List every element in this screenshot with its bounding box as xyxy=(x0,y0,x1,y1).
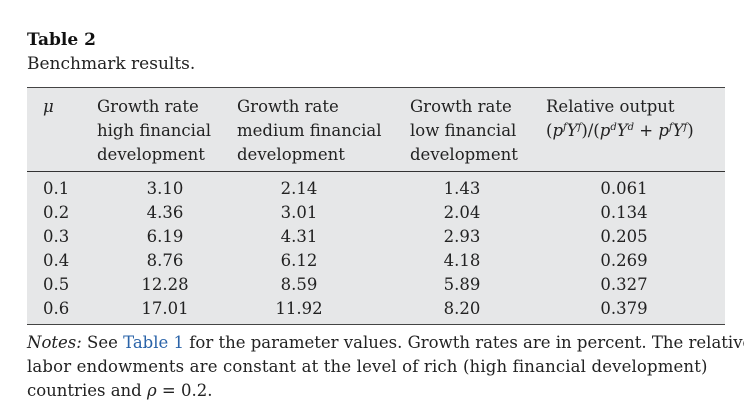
header-high-growth: Growth rate high financial development xyxy=(97,95,211,167)
header-low-growth: Growth rate low financial development xyxy=(410,95,518,167)
header-medium-growth: Growth rate medium financial development xyxy=(237,95,382,167)
table-cell: 2.14 xyxy=(280,179,318,198)
notes-text: countries and xyxy=(27,381,147,400)
table-cell: 17.01 xyxy=(141,299,189,318)
relative-output-formula: (pfYf)/(pdYd + pfYf) xyxy=(546,121,694,140)
notes-text: = 0.2. xyxy=(156,381,213,400)
table-cell: 0.6 xyxy=(43,299,70,318)
table-cell: 0.327 xyxy=(600,275,648,294)
table-cell: 12.28 xyxy=(141,275,189,294)
header-divider xyxy=(27,171,725,172)
table-cell: 0.379 xyxy=(600,299,648,318)
table-cell: 4.18 xyxy=(443,251,481,270)
header-line: Growth rate xyxy=(97,97,199,116)
table-1-link[interactable]: Table 1 xyxy=(123,333,185,352)
table-cell: 6.12 xyxy=(280,251,318,270)
table-cell: 6.19 xyxy=(146,227,184,246)
header-line: Growth rate xyxy=(237,97,339,116)
header-line: low financial xyxy=(410,121,517,140)
table-cell: 2.93 xyxy=(443,227,481,246)
rho-symbol: ρ xyxy=(146,381,157,400)
table-cell: 8.20 xyxy=(443,299,481,318)
table-cell: 4.31 xyxy=(280,227,318,246)
table-cell: 0.269 xyxy=(600,251,648,270)
table-cell: 8.59 xyxy=(280,275,318,294)
table-cell: 0.4 xyxy=(43,251,70,270)
header-line: medium financial xyxy=(237,121,382,140)
table-cell: 5.89 xyxy=(443,275,481,294)
table-cell: 8.76 xyxy=(146,251,184,270)
table-subtitle: Benchmark results. xyxy=(27,54,196,74)
results-table: μ Growth rate high financial development… xyxy=(27,87,725,325)
table-cell: 11.92 xyxy=(275,299,323,318)
table-title: Table 2 xyxy=(27,30,96,50)
table-cell: 3.10 xyxy=(146,179,184,198)
table-cell: 0.3 xyxy=(43,227,70,246)
header-relative-output: Relative output (pfYf)/(pdYd + pfYf) xyxy=(546,95,694,143)
table-cell: 0.2 xyxy=(43,203,70,222)
table-cell: 0.205 xyxy=(600,227,648,246)
table-cell: 2.04 xyxy=(443,203,481,222)
header-line: high financial xyxy=(97,121,212,140)
table-cell: 0.1 xyxy=(43,179,70,198)
notes-label: Notes: xyxy=(27,333,82,352)
table-cell: 0.134 xyxy=(600,203,648,222)
table-cell: 3.01 xyxy=(280,203,318,222)
table-cell: 0.5 xyxy=(43,275,70,294)
header-line: Relative output xyxy=(546,97,675,116)
notes-text: See xyxy=(81,333,124,352)
notes-text: for the parameter values. Growth rates a… xyxy=(184,333,744,352)
header-line: Growth rate xyxy=(410,97,512,116)
notes-text: labor endowments are constant at the lev… xyxy=(27,357,708,376)
table-cell: 1.43 xyxy=(443,179,481,198)
table-notes: Notes: See Table 1 for the parameter val… xyxy=(27,331,744,403)
header-line: development xyxy=(97,145,205,164)
header-line: development xyxy=(410,145,518,164)
table-cell: 4.36 xyxy=(146,203,184,222)
header-line: development xyxy=(237,145,345,164)
header-mu: μ xyxy=(43,97,54,116)
table-cell: 0.061 xyxy=(600,179,648,198)
